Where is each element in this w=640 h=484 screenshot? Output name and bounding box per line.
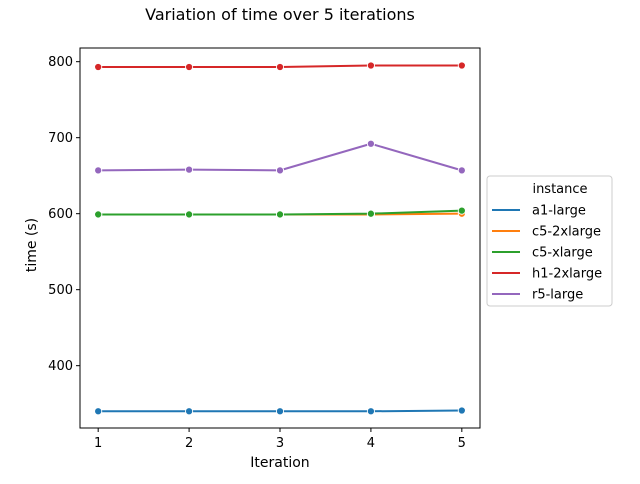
data-point-a1-large-1 (94, 407, 103, 416)
y-tick-label: 400 (48, 359, 73, 374)
data-point-a1-large-3 (275, 407, 285, 416)
data-point-a1-large-2 (185, 407, 194, 416)
data-point-r5-large-3 (275, 166, 285, 175)
legend-label-c5-2xlarge: c5-2xlarge (532, 225, 601, 240)
data-point-r5-large-5 (457, 166, 466, 175)
plot-area: 1 2 3 4 5 400 500 600 700 800 (48, 47, 481, 451)
y-tick-label: 800 (48, 55, 73, 70)
data-point-c5-xlarge-4 (366, 209, 375, 218)
x-tick-label: 1 (94, 436, 102, 451)
data-point-h1-2xlarge-1 (94, 62, 103, 72)
y-tick-label: 700 (48, 131, 73, 146)
data-point-c5-xlarge-3 (275, 210, 285, 219)
data-point-r5-large-1 (94, 166, 103, 175)
legend-label-r5-large: r5-large (532, 288, 583, 303)
legend: instance a1-large c5-2xlarge c5-xlarge h1-2x… (486, 175, 613, 307)
x-tick-label: 3 (276, 436, 284, 451)
data-point-c5-xlarge-1 (94, 210, 103, 219)
data-point-c5-xlarge-2 (185, 210, 194, 219)
data-point-h1-2xlarge-4 (366, 61, 375, 70)
data-point-a1-large-5 (457, 406, 466, 415)
x-tick-label: 2 (185, 436, 193, 451)
y-tick-label: 600 (48, 207, 73, 222)
legend-label-h1-2xlarge: h1-2xlarge (532, 267, 602, 282)
legend-label-a1-large: a1-large (532, 204, 586, 219)
data-point-h1-2xlarge-5 (457, 61, 466, 70)
legend-title: instance (532, 182, 587, 197)
x-tick-label: 4 (367, 436, 375, 451)
chart-title: Variation of time over 5 iterations (145, 5, 415, 24)
x-axis-label: Iteration (250, 455, 309, 471)
data-point-h1-2xlarge-2 (185, 62, 194, 72)
data-point-r5-large-2 (185, 165, 194, 174)
data-point-h1-2xlarge-3 (275, 62, 285, 72)
y-tick-label: 500 (48, 283, 73, 298)
x-tick-label: 5 (458, 436, 466, 451)
data-point-r5-large-4 (366, 139, 375, 148)
data-point-c5-xlarge-5 (457, 206, 466, 215)
y-axis-label: time (s) (24, 218, 40, 272)
legend-label-c5-xlarge: c5-xlarge (532, 246, 593, 261)
data-point-a1-large-4 (366, 407, 375, 416)
